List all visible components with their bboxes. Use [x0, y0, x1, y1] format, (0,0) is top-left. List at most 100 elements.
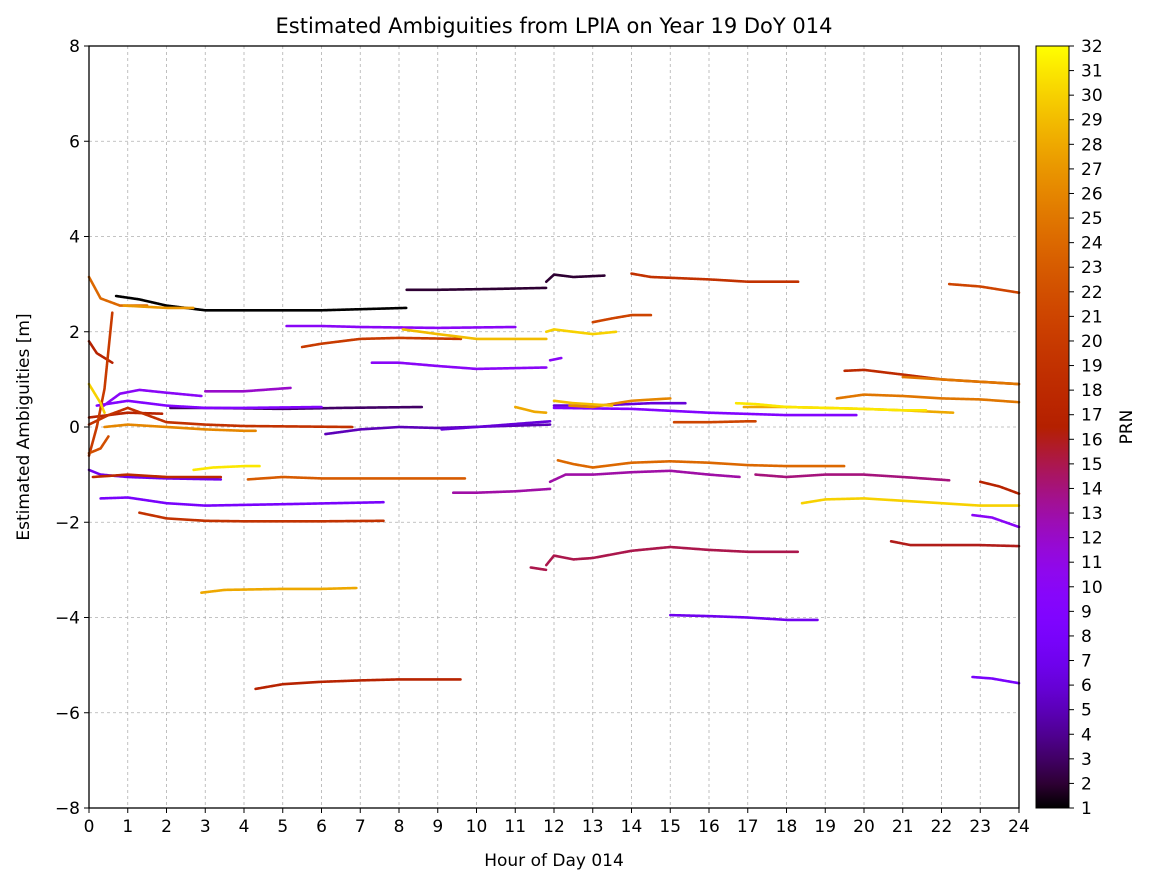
prn-10-arc	[971, 513, 1021, 529]
prn-8-arc	[971, 675, 1021, 685]
colorbar-tick-label: 15	[1081, 455, 1103, 475]
colorbar-tick-label: 16	[1081, 430, 1103, 450]
x-tick-label: 9	[432, 817, 443, 837]
y-tick-label: −4	[55, 609, 80, 629]
x-tick-label: 24	[1008, 817, 1030, 837]
prn-26-arc	[103, 423, 257, 433]
prn-19-arc	[87, 406, 354, 429]
prn-6-arc	[440, 419, 552, 431]
y-tick-label: 4	[69, 228, 80, 248]
y-axis-label: Estimated Ambiguities [m]	[14, 313, 34, 540]
x-tick-label: 3	[200, 817, 211, 837]
data-series	[87, 272, 1021, 691]
colorbar-tick-label: 28	[1081, 135, 1103, 155]
prn-19-arc	[630, 272, 800, 284]
prn-31-arc	[734, 401, 928, 412]
grid-lines	[88, 45, 1020, 809]
x-tick-label: 14	[621, 817, 643, 837]
colorbar-tick-label: 11	[1081, 553, 1103, 573]
prn-10-arc	[285, 324, 517, 330]
colorbar-tick-label: 25	[1081, 209, 1103, 229]
colorbar-tick-label: 17	[1081, 406, 1103, 426]
x-tick-label: 7	[355, 817, 366, 837]
colorbar-tick-label: 32	[1081, 37, 1103, 57]
x-tick-label: 18	[776, 817, 798, 837]
prn-7-arc	[668, 613, 819, 622]
prn-15-arc	[544, 545, 800, 567]
colorbar-tick-label: 5	[1081, 701, 1092, 721]
x-tick-label: 11	[504, 817, 526, 837]
colorbar-tick-label: 9	[1081, 602, 1092, 622]
prn-22-arc	[87, 435, 110, 455]
prn-13-arc	[548, 469, 742, 484]
prn-26-arc	[568, 397, 672, 409]
prn-7-arc	[87, 468, 223, 481]
colorbar-tick-label: 23	[1081, 258, 1103, 278]
prn-20-arc	[87, 311, 114, 457]
colorbar-tick-label: 19	[1081, 357, 1103, 377]
prn-14-arc	[754, 473, 951, 482]
colorbar-tick-label: 1	[1081, 799, 1092, 819]
colorbar-label: PRN	[1117, 410, 1137, 445]
y-tick-label: 2	[69, 323, 80, 343]
prn-17-arc	[978, 480, 1021, 496]
x-tick-label: 4	[239, 817, 250, 837]
colorbar-ticks: 1234567891011121314151617181920212223242…	[1069, 37, 1103, 819]
prn-10-arc	[548, 356, 564, 362]
prn-2-arc	[544, 273, 606, 284]
prn-28-arc	[513, 405, 548, 415]
y-tick-label: −2	[55, 513, 80, 533]
chart-title: Estimated Ambiguities from LPIA on Year …	[276, 14, 833, 38]
colorbar-tick-label: 6	[1081, 676, 1092, 696]
prn-28-arc	[200, 586, 358, 595]
prn-21-arc	[591, 313, 653, 324]
x-tick-label: 15	[659, 817, 681, 837]
prn-30-arc	[800, 497, 1021, 507]
prn-25-arc	[835, 393, 1021, 404]
prn-27-arc	[122, 304, 195, 310]
y-tick-label: 6	[69, 132, 80, 152]
colorbar-tick-label: 10	[1081, 578, 1103, 598]
colorbar-tick-label: 2	[1081, 774, 1092, 794]
colorbar-tick-label: 26	[1081, 184, 1103, 204]
prn-17-arc	[87, 339, 114, 365]
prn-29-arc	[401, 328, 548, 341]
prn-18-arc	[91, 473, 223, 479]
x-tick-label: 13	[582, 817, 604, 837]
prn-25-arc	[901, 375, 1021, 386]
prn-15-arc	[529, 566, 548, 572]
colorbar-tick-label: 20	[1081, 332, 1103, 352]
prn-9-arc	[552, 406, 858, 417]
colorbar-tick-label: 22	[1081, 283, 1103, 303]
prn-9-arc	[95, 399, 323, 410]
prn-12-arc	[204, 386, 292, 393]
x-tick-label: 5	[277, 817, 288, 837]
colorbar-tick-label: 8	[1081, 627, 1092, 647]
prn-21-arc	[947, 282, 1021, 295]
colorbar-tick-label: 3	[1081, 750, 1092, 770]
y-tick-label: −8	[55, 799, 80, 819]
colorbar-tick-label: 12	[1081, 529, 1103, 549]
colorbar-tick-label: 7	[1081, 652, 1092, 672]
y-tick-label: 0	[69, 418, 80, 438]
x-tick-label: 2	[161, 817, 172, 837]
prn-30-arc	[544, 328, 618, 336]
prn-10-arc	[370, 361, 548, 371]
colorbar	[1035, 45, 1070, 809]
x-tick-label: 1	[122, 817, 133, 837]
colorbar-tick-label: 24	[1081, 234, 1103, 254]
prn-8-arc	[99, 496, 385, 507]
x-tick-label: 0	[84, 817, 95, 837]
y-tick-label: 8	[69, 37, 80, 57]
colorbar-tick-label: 21	[1081, 307, 1103, 327]
prn-13-arc	[451, 487, 552, 495]
prn-24-arc	[556, 458, 846, 469]
x-tick-label: 21	[892, 817, 914, 837]
colorbar-tick-label: 31	[1081, 62, 1103, 82]
colorbar-tick-label: 13	[1081, 504, 1103, 524]
prn-19-arc	[138, 511, 385, 523]
y-tick-label: −6	[55, 704, 80, 724]
colorbar-tick-label: 30	[1081, 86, 1103, 106]
